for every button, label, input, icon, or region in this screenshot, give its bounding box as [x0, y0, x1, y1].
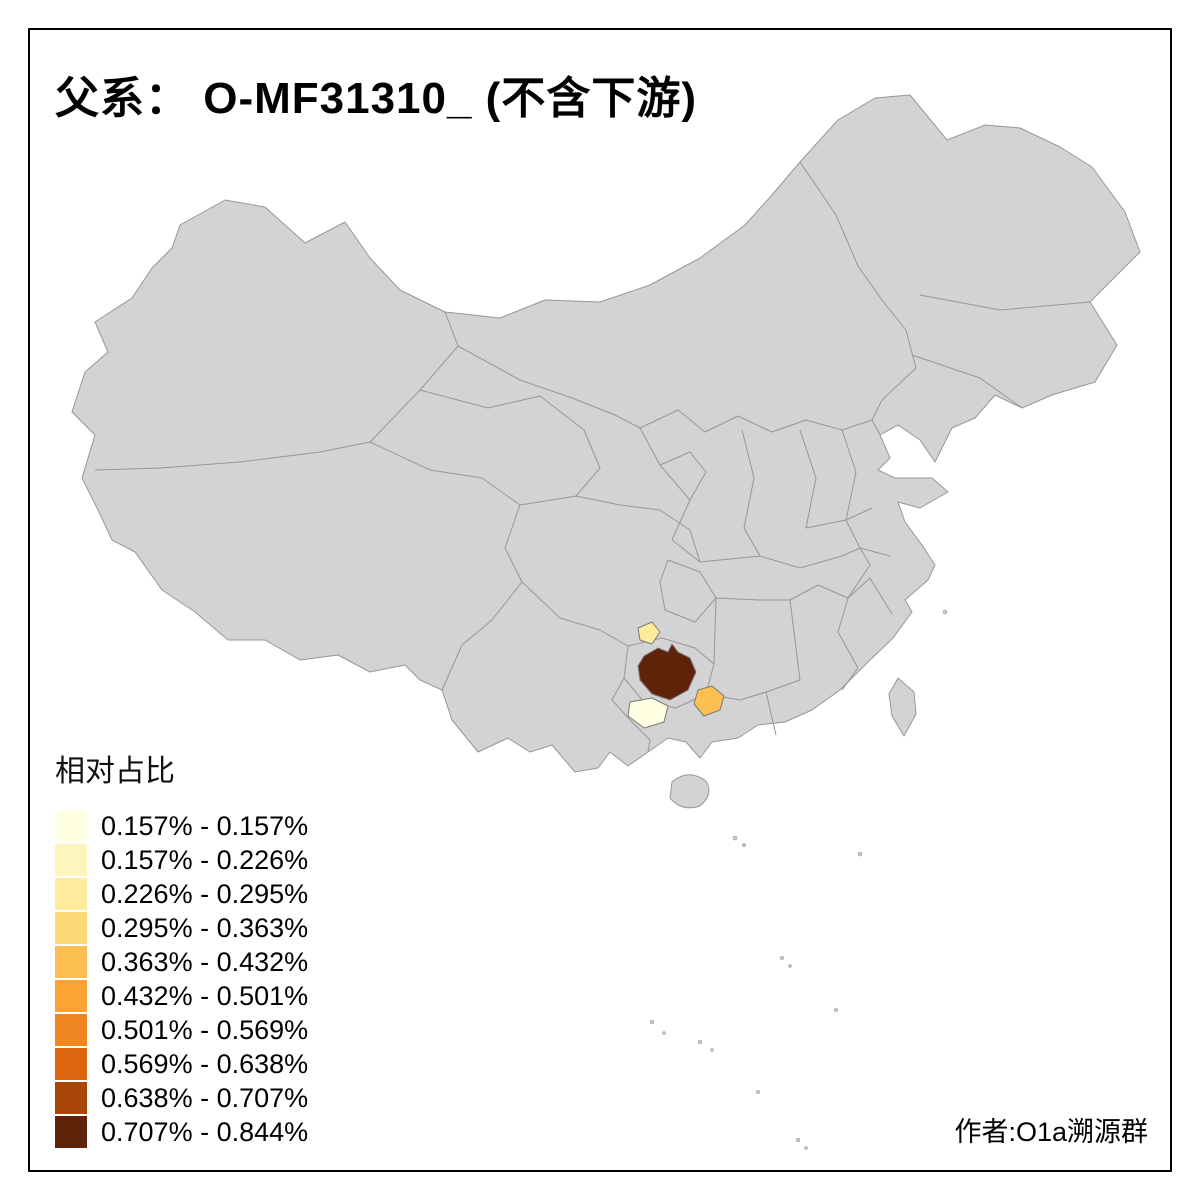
islet-dot: [756, 1090, 760, 1094]
legend-swatch: [55, 946, 87, 978]
legend-item: 0.707% - 0.844%: [55, 1116, 308, 1148]
hainan-island: [669, 774, 710, 809]
legend-label: 0.295% - 0.363%: [101, 912, 309, 943]
legend-swatch: [55, 1116, 87, 1148]
islet-dot: [742, 843, 746, 847]
province-borders: [94, 161, 1091, 753]
islet-dot: [662, 1031, 666, 1035]
legend-label: 0.569% - 0.638%: [101, 1048, 309, 1079]
legend-item: 0.569% - 0.638%: [55, 1048, 308, 1080]
legend-item: 0.157% - 0.157%: [55, 810, 308, 842]
legend-label: 0.501% - 0.569%: [101, 1014, 309, 1045]
legend-item: 0.157% - 0.226%: [55, 844, 308, 876]
region-highlight-darkest: [637, 643, 697, 701]
legend-label: 0.363% - 0.432%: [101, 946, 309, 977]
islet-dot: [780, 956, 784, 960]
region-highlight-cream: [627, 697, 669, 729]
legend-swatch: [55, 810, 87, 842]
south-china-sea-islands: [649, 609, 948, 1150]
legend-items: 0.157% - 0.157% 0.157% - 0.226% 0.226% - 0…: [55, 810, 308, 1148]
region-highlight-orange: [693, 685, 725, 717]
legend-swatch: [55, 1014, 87, 1046]
legend-label: 0.638% - 0.707%: [101, 1082, 309, 1113]
taiwan-island: [888, 677, 917, 737]
islet-dot: [834, 1008, 838, 1012]
legend-label: 0.707% - 0.844%: [101, 1116, 309, 1147]
legend-swatch: [55, 1048, 87, 1080]
legend-label: 0.157% - 0.226%: [101, 844, 309, 875]
legend-item: 0.295% - 0.363%: [55, 912, 308, 944]
legend-item: 0.501% - 0.569%: [55, 1014, 308, 1046]
mainland-outline: [71, 94, 1141, 773]
region-highlight-light-yellow: [637, 621, 661, 645]
islet-dot: [795, 1137, 801, 1143]
legend-item: 0.432% - 0.501%: [55, 980, 308, 1012]
figure-title: 父系： O-MF31310_ (不含下游): [55, 74, 697, 123]
legend-swatch: [55, 980, 87, 1012]
islet-dot: [649, 1019, 655, 1025]
legend-item: 0.226% - 0.295%: [55, 878, 308, 910]
islet-dot: [710, 1048, 714, 1052]
legend-item: 0.363% - 0.432%: [55, 946, 308, 978]
islet-dot: [942, 609, 948, 615]
attribution: 作者:O1a溯源群: [954, 1117, 1148, 1147]
islet-dot: [732, 835, 738, 841]
legend-swatch: [55, 878, 87, 910]
islet-dot: [788, 964, 792, 968]
islet-dot: [804, 1146, 808, 1150]
islet-dot: [857, 851, 863, 857]
legend-swatch: [55, 844, 87, 876]
legend-swatch: [55, 1082, 87, 1114]
islet-dot: [697, 1039, 703, 1045]
legend-item: 0.638% - 0.707%: [55, 1082, 308, 1114]
legend-label: 0.432% - 0.501%: [101, 980, 309, 1011]
legend-label: 0.226% - 0.295%: [101, 878, 309, 909]
legend-label: 0.157% - 0.157%: [101, 810, 309, 841]
legend: 相对占比 0.157% - 0.157% 0.157% - 0.226% 0.226…: [55, 746, 308, 1150]
legend-swatch: [55, 912, 87, 944]
legend-title: 相对占比: [55, 755, 175, 788]
